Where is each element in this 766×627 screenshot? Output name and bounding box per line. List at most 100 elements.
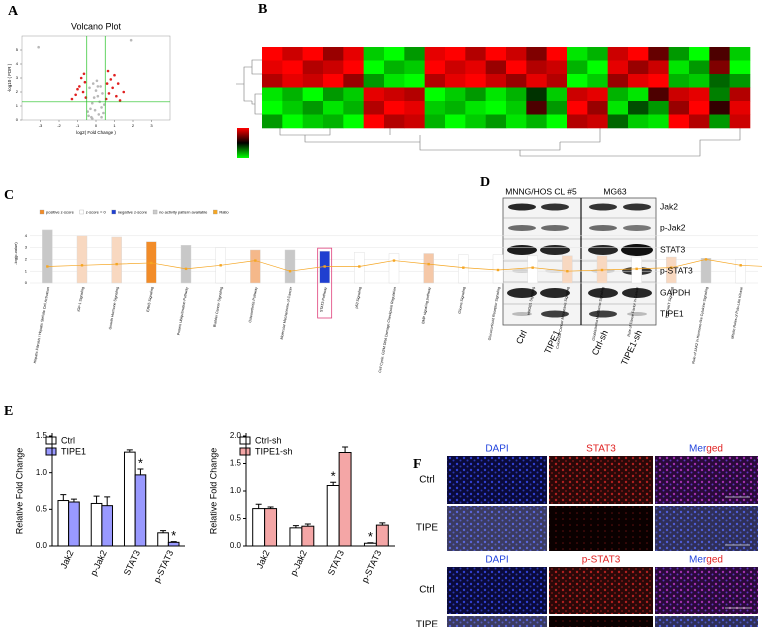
highlight-box — [317, 247, 333, 319]
ratio-point — [566, 270, 569, 273]
legend-swatch — [111, 209, 116, 215]
micrographs — [447, 456, 758, 627]
heatmap-cell — [567, 114, 588, 129]
heatmap-cell — [262, 74, 283, 88]
heatmap-cell — [363, 87, 385, 102]
heatmap-cell — [729, 114, 751, 129]
x-tick-label: Glucocorticoid Receptor Signaling — [488, 287, 501, 341]
heatmap-cell — [384, 114, 405, 129]
y-tick-label: 4 — [16, 61, 19, 66]
bar — [326, 485, 340, 547]
heatmap-cell — [689, 101, 710, 115]
error-bar — [304, 523, 311, 527]
error-bar — [330, 481, 337, 486]
heatmap-cell — [628, 87, 649, 102]
y-tick-label: 1.5 — [230, 459, 242, 468]
x-tick-label: p-STAT3 — [360, 549, 384, 585]
heatmap-cell — [363, 60, 385, 75]
protein-label: p-STAT3 — [660, 265, 693, 275]
color-key — [237, 128, 249, 158]
legend-swatch — [79, 209, 84, 215]
x-tick-label: Mitotic Roles of Polo-Like Kinase — [731, 287, 744, 339]
heatmap-cell — [729, 101, 751, 115]
y-tick-label: 5 — [16, 47, 19, 52]
heatmap-cell — [445, 47, 466, 61]
bar — [111, 236, 122, 284]
x-tick-label: STAT3 — [326, 549, 346, 577]
error-bar — [379, 522, 386, 526]
x-tick-label: Jak2 — [254, 549, 271, 570]
heatmap-cell — [363, 47, 385, 61]
bar — [250, 249, 261, 284]
legend-label: positive z-score — [46, 209, 75, 214]
point — [102, 111, 105, 115]
heatmap-cell — [689, 74, 710, 88]
heatmap-cell — [384, 87, 405, 102]
heatmap-cell — [506, 114, 527, 129]
y-tick-label: 2.0 — [230, 431, 242, 440]
error-bar — [255, 503, 262, 509]
x-tick-label: PI3K/AKT Signaling — [665, 287, 674, 319]
point — [107, 92, 111, 95]
point — [82, 72, 86, 76]
y-tick-label: 0 — [16, 117, 19, 122]
group-label: MG63 — [603, 186, 626, 196]
legend-label: TIPE1 — [61, 446, 86, 456]
heatmap-cell — [628, 60, 649, 75]
error-bar — [367, 542, 374, 544]
heatmap-cell — [526, 60, 547, 75]
chart-title: Volcano Plot — [71, 21, 122, 31]
ratio-point — [462, 266, 465, 269]
heatmap-cell — [689, 47, 710, 61]
point — [115, 94, 118, 98]
bar — [284, 249, 296, 284]
heatmap-cell — [729, 47, 751, 61]
point — [79, 76, 83, 80]
legend-label: Ctrl — [61, 435, 75, 445]
y-tick-label: 0.0 — [230, 541, 242, 550]
bar — [301, 525, 315, 547]
y-axis-label: -log10 ( FDR ) — [7, 63, 12, 92]
point — [96, 85, 100, 88]
heatmap-cell — [485, 114, 507, 129]
point — [122, 90, 126, 94]
heatmap-cell — [384, 60, 405, 75]
bar — [423, 253, 434, 284]
point — [83, 80, 87, 84]
point — [88, 86, 91, 90]
heatmap-cell — [404, 74, 425, 88]
column-label: p-STAT3 — [582, 555, 621, 566]
bar — [700, 258, 712, 284]
x-tick-label: -2 — [57, 123, 61, 128]
heatmap-cell — [282, 47, 303, 61]
y-axis-label: Relative Fold Change — [208, 448, 218, 535]
x-tick-label: IGF-1 Signaling — [77, 287, 85, 312]
panel-label: C — [4, 188, 14, 203]
error-bar — [70, 498, 77, 502]
heatmap-cell — [424, 74, 446, 88]
heatmap-cell — [526, 74, 547, 88]
point — [93, 108, 97, 112]
heatmap-cell — [709, 47, 730, 61]
heatmap-cell — [607, 87, 629, 102]
point — [91, 101, 94, 105]
lane-label: TIPE1-sh — [619, 329, 644, 367]
heatmap-cell — [384, 74, 405, 88]
y-tick-label: 3 — [25, 245, 28, 250]
error-bar — [160, 530, 167, 533]
heatmap-cell — [343, 101, 364, 115]
heatmap-cell — [506, 101, 527, 115]
point — [100, 115, 103, 119]
ratio-point — [704, 258, 708, 261]
heatmap-cell — [668, 114, 690, 129]
x-tick-label: STAT3 Pathway — [319, 286, 327, 312]
y-tick-label: 0.0 — [36, 541, 48, 550]
heatmap-cell — [302, 60, 324, 75]
x-tick-label: p-Jak2 — [288, 549, 308, 578]
x-tick-label: p53 Signaling — [355, 287, 363, 309]
bar — [562, 255, 573, 284]
heatmap-cell — [262, 87, 283, 102]
heatmap-cell — [587, 101, 608, 115]
error-bar — [60, 494, 67, 501]
x-tick-label: Hepatic Fibrosis / Hepatic Stellate Cell… — [33, 287, 50, 364]
